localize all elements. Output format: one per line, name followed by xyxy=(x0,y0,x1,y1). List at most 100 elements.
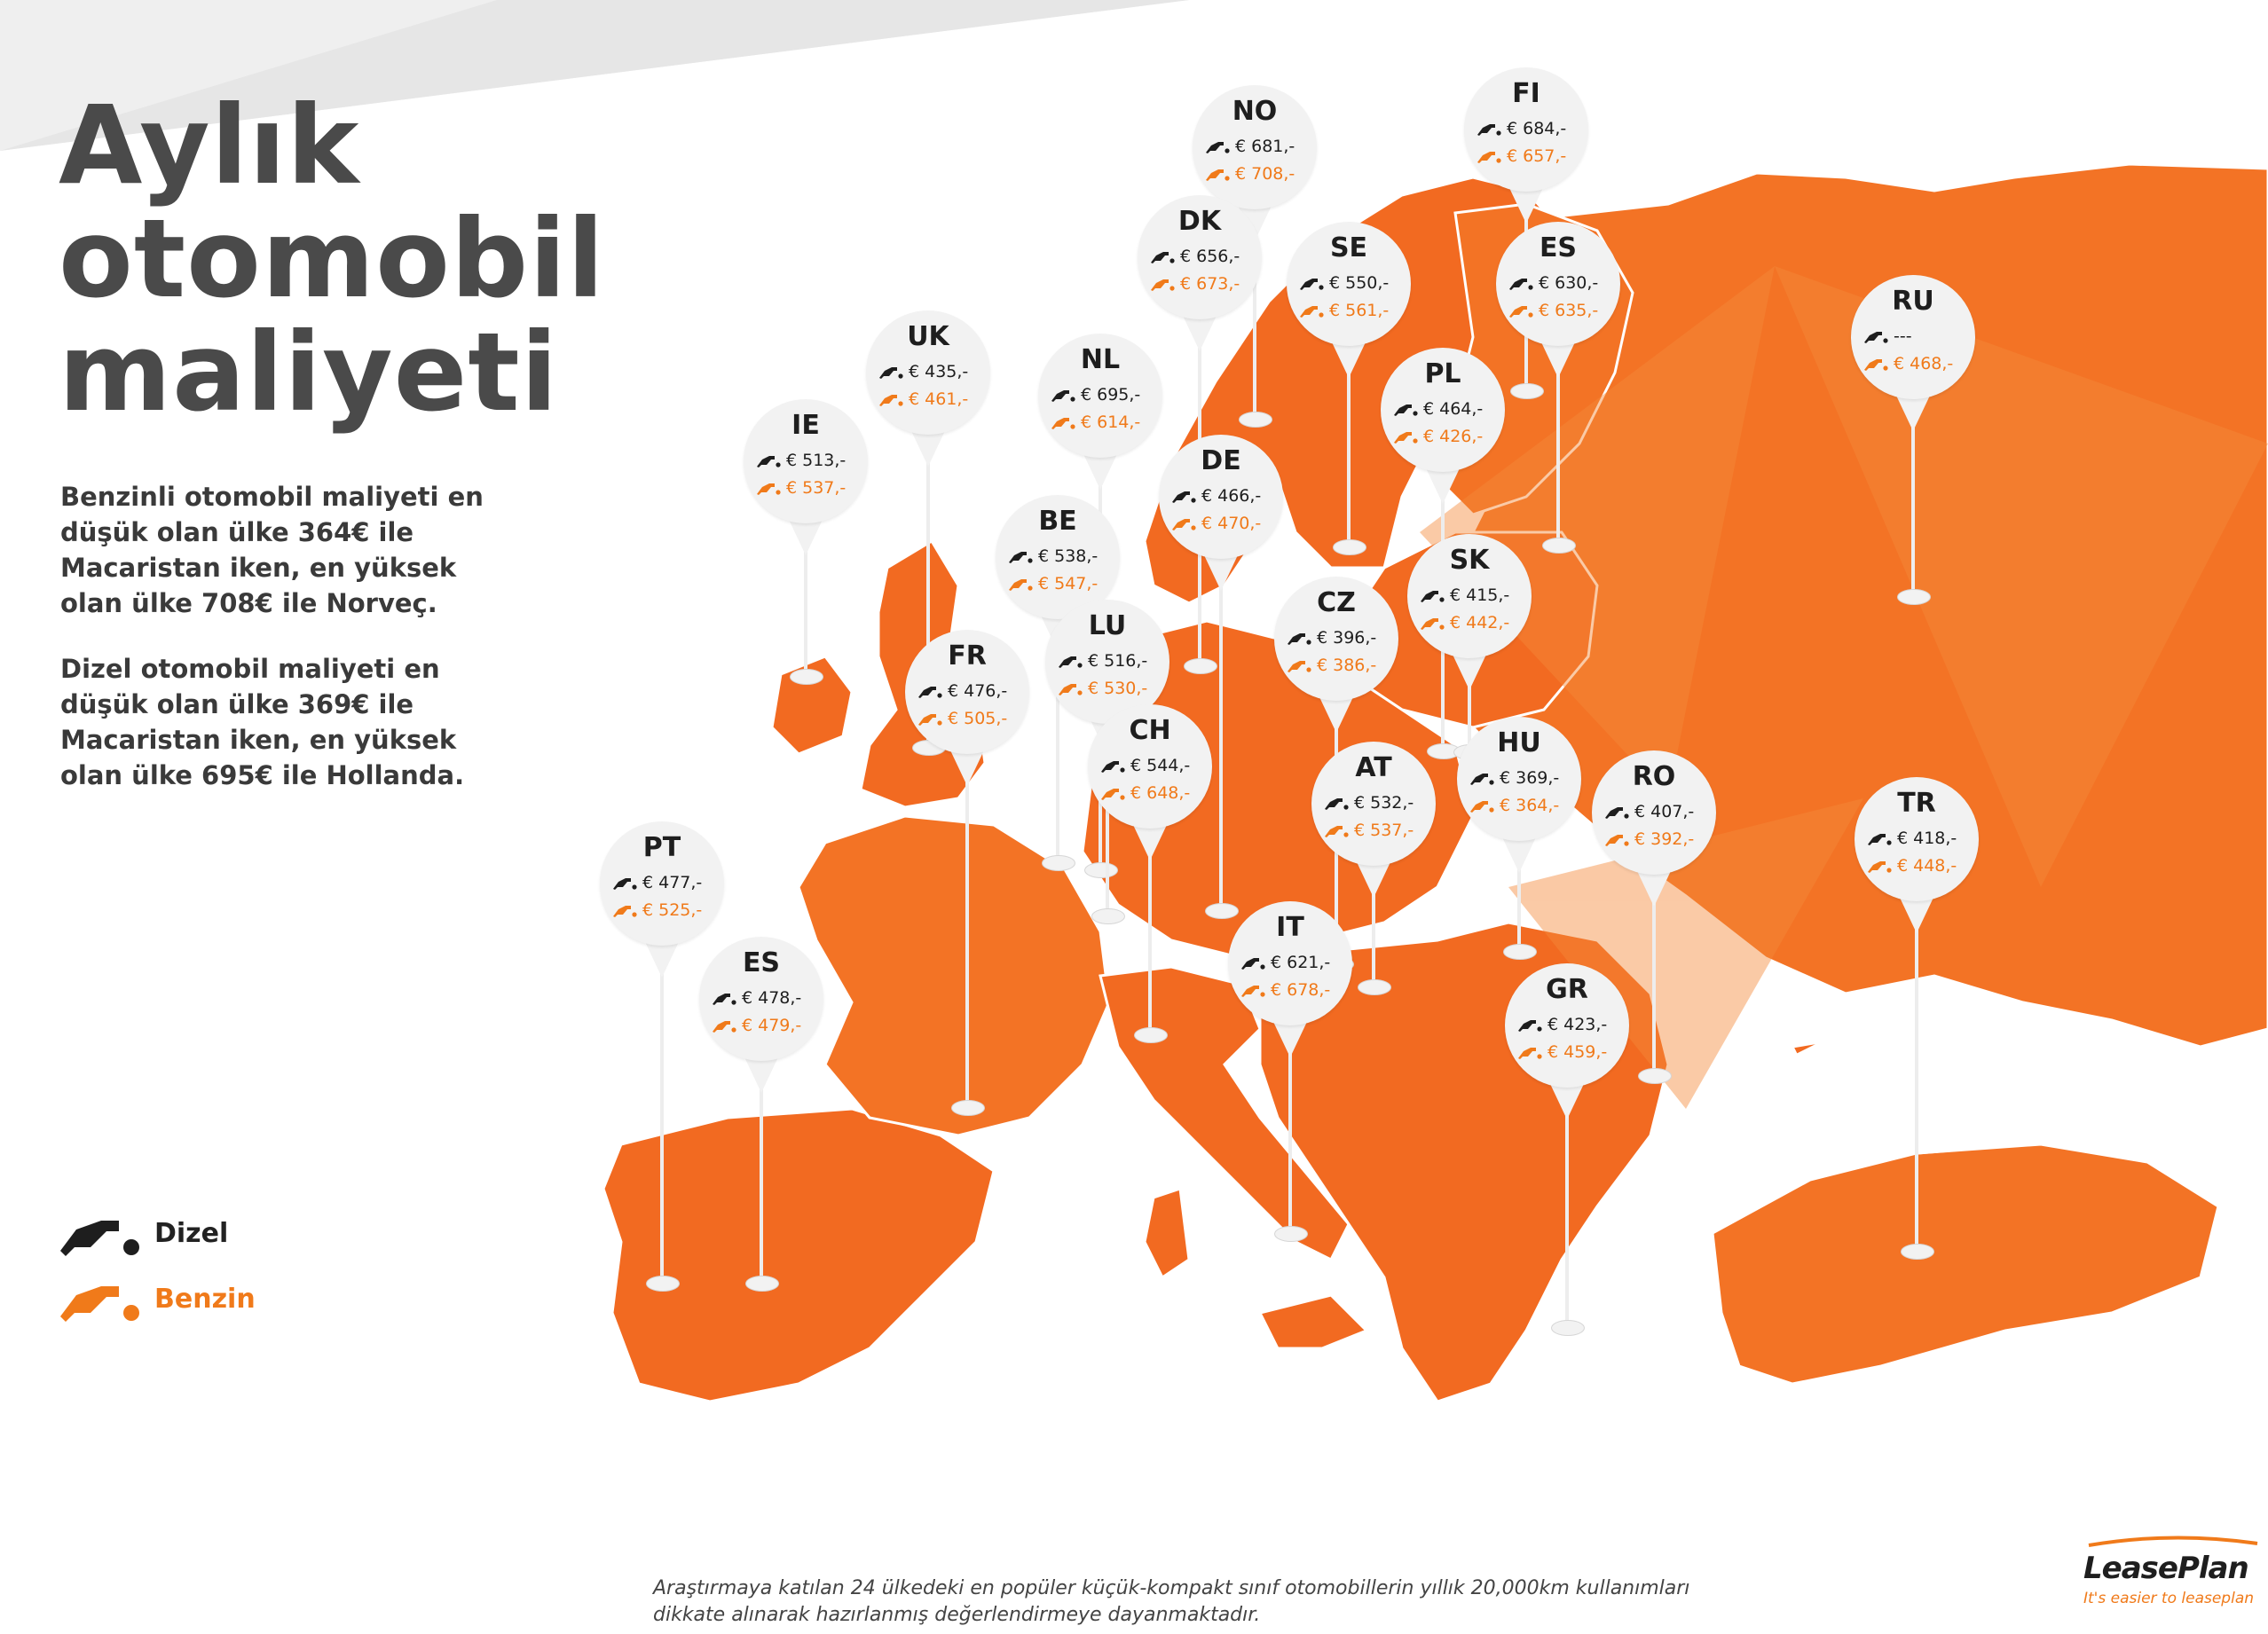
country-pin-no[interactable]: NO € 681,- € 708,- xyxy=(1193,85,1317,271)
legend-diesel: Dizel xyxy=(57,1208,228,1258)
country-pin-ro[interactable]: RO € 407,- € 392,- xyxy=(1592,750,1716,937)
diesel-price-row: € 477,- xyxy=(612,873,724,892)
country-pin-at[interactable]: AT € 532,- € 537,- xyxy=(1311,742,1436,928)
country-pin-fr[interactable]: FR € 476,- € 505,- xyxy=(905,630,1029,816)
fuel-nozzle-icon xyxy=(1518,1020,1542,1032)
country-code: NO xyxy=(1232,96,1278,127)
page-title: Aylık otomobil maliyeti xyxy=(59,89,605,429)
petrol-price-row: € 525,- xyxy=(612,900,724,920)
country-code: UK xyxy=(907,321,949,352)
country-code: AT xyxy=(1355,752,1392,783)
petrol-price-row: € 635,- xyxy=(1508,301,1620,320)
petrol-price: € 459,- xyxy=(1547,1042,1608,1062)
country-pin-ru[interactable]: RU --- € 468,- xyxy=(1851,275,1975,461)
fuel-nozzle-icon xyxy=(1288,633,1311,645)
diesel-price: € 538,- xyxy=(1038,546,1099,566)
country-pin-nl[interactable]: NL € 695,- € 614,- xyxy=(1038,334,1162,520)
petrol-price: € 448,- xyxy=(1897,856,1957,876)
diesel-price: € 464,- xyxy=(1423,399,1484,419)
petrol-price-row: € 561,- xyxy=(1299,301,1411,320)
country-pin-it[interactable]: IT € 621,- € 678,- xyxy=(1228,901,1352,1088)
pin-base xyxy=(1503,944,1537,960)
petrol-price-row: € 392,- xyxy=(1604,829,1716,849)
country-pin-uk[interactable]: UK € 435,- € 461,- xyxy=(866,310,990,497)
fuel-nozzle-icon xyxy=(1864,359,1888,371)
diesel-price-row: € 423,- xyxy=(1517,1015,1629,1034)
petrol-price: € 442,- xyxy=(1450,613,1510,632)
country-code: FR xyxy=(948,640,987,672)
diesel-price: € 695,- xyxy=(1081,385,1141,405)
country-pin-dk[interactable]: DK € 656,- € 673,- xyxy=(1138,195,1262,381)
country-code: DE xyxy=(1201,445,1241,476)
diesel-price-row: € 407,- xyxy=(1604,802,1716,821)
diesel-price-row: € 538,- xyxy=(1008,546,1120,566)
country-code: ES xyxy=(1539,232,1578,263)
fuel-nozzle-icon xyxy=(1470,801,1494,813)
country-pin-pt[interactable]: PT € 477,- € 525,- xyxy=(600,821,724,1008)
diesel-price-row: € 544,- xyxy=(1100,756,1212,775)
diesel-price-row: € 369,- xyxy=(1469,768,1581,788)
petrol-price: € 635,- xyxy=(1539,301,1599,320)
country-pin-cz[interactable]: CZ € 396,- € 386,- xyxy=(1274,577,1398,763)
fuel-nozzle-icon xyxy=(1009,579,1033,591)
country-code: IE xyxy=(791,410,820,441)
petrol-price: € 479,- xyxy=(742,1016,802,1035)
diesel-price: € 477,- xyxy=(642,873,703,892)
logo-brand: LeasePlan xyxy=(2083,1551,2249,1586)
petrol-price-row: € 470,- xyxy=(1171,514,1283,533)
legend-diesel-label: Dizel xyxy=(154,1217,229,1249)
fuel-nozzle-icon xyxy=(613,878,637,890)
title-line-1: Aylık xyxy=(59,82,360,208)
fuel-nozzle-icon xyxy=(1009,552,1033,563)
petrol-price: € 426,- xyxy=(1423,427,1484,446)
fuel-nozzle-icon xyxy=(613,906,637,917)
diesel-price: € 435,- xyxy=(909,362,969,381)
fuel-nozzle-icon xyxy=(1051,418,1075,429)
diesel-price: € 407,- xyxy=(1634,802,1695,821)
pin-stick xyxy=(1148,855,1152,1034)
country-pin-ie[interactable]: IE € 513,- € 537,- xyxy=(744,399,868,585)
country-pin-sk[interactable]: SK € 415,- € 442,- xyxy=(1407,534,1532,720)
fuel-nozzle-icon xyxy=(1394,432,1418,444)
pin-stick xyxy=(1556,373,1560,545)
country-pin-ch[interactable]: CH € 544,- € 648,- xyxy=(1088,704,1212,891)
petrol-price-row: € 537,- xyxy=(1324,821,1436,840)
pin-stick xyxy=(1219,585,1223,910)
pin-base xyxy=(745,1276,779,1292)
country-code: BE xyxy=(1038,506,1077,537)
fuel-nozzle-icon xyxy=(1605,807,1629,819)
pin-base xyxy=(1042,855,1075,871)
country-code: CH xyxy=(1129,715,1171,746)
country-pin-pl[interactable]: PL € 464,- € 426,- xyxy=(1381,348,1505,534)
petrol-price: € 537,- xyxy=(786,478,847,498)
petrol-price-row: € 364,- xyxy=(1469,796,1581,815)
petrol-price-row: € 505,- xyxy=(917,709,1029,728)
legend-petrol-label: Benzin xyxy=(154,1283,256,1315)
fuel-nozzle-icon xyxy=(1241,986,1265,997)
pin-base xyxy=(1239,412,1272,428)
petrol-price-row: € 426,- xyxy=(1393,427,1505,446)
petrol-summary-text: Benzinli otomobil maliyeti en düşük olan… xyxy=(60,482,484,618)
country-pin-gr[interactable]: GR € 423,- € 459,- xyxy=(1505,963,1629,1150)
country-pin-hu[interactable]: HU € 369,- € 364,- xyxy=(1457,717,1581,903)
country-pin-tr[interactable]: TR € 418,- € 448,- xyxy=(1855,777,1979,963)
logo-swoosh xyxy=(2088,1536,2258,1547)
country-code: SE xyxy=(1329,232,1368,263)
diesel-price: € 396,- xyxy=(1317,628,1377,648)
diesel-price-row: € 681,- xyxy=(1205,137,1317,156)
country-pin-de[interactable]: DE € 466,- € 470,- xyxy=(1159,435,1283,621)
pin-base xyxy=(1510,383,1544,399)
fuel-nozzle-icon xyxy=(1477,124,1501,136)
title-line-3: maliyeti xyxy=(59,310,559,436)
country-pin-es[interactable]: ES € 478,- € 479,- xyxy=(699,937,823,1123)
diesel-price: € 656,- xyxy=(1180,247,1240,266)
country-code: SK xyxy=(1449,545,1490,576)
petrol-price-row: € 448,- xyxy=(1867,856,1979,876)
country-pin-se[interactable]: SE € 550,- € 561,- xyxy=(1287,222,1411,408)
country-pin-fi[interactable]: FI € 684,- € 657,- xyxy=(1464,67,1588,254)
country-pin-es[interactable]: ES € 630,- € 635,- xyxy=(1496,222,1620,408)
diesel-price-row: € 630,- xyxy=(1508,273,1620,293)
pin-base xyxy=(1134,1027,1168,1043)
petrol-price-row: € 479,- xyxy=(712,1016,823,1035)
diesel-price-row: € 684,- xyxy=(1477,119,1588,138)
